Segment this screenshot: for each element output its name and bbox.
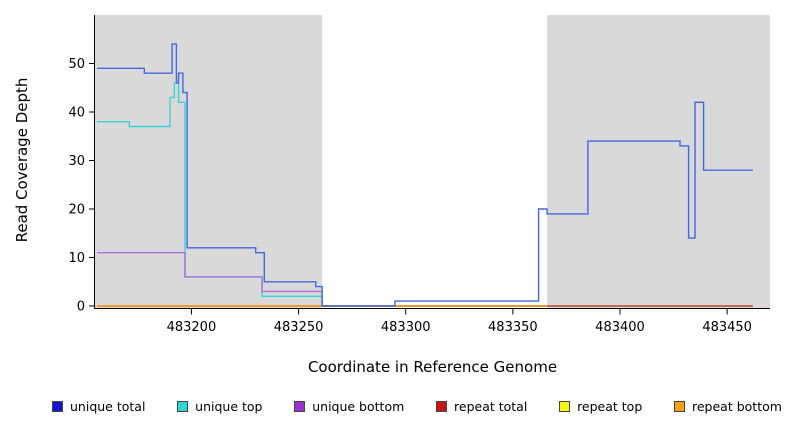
x-tick-label: 483350 <box>488 320 538 335</box>
y-tick-label: 50 <box>68 57 85 72</box>
y-tick-label: 20 <box>68 203 85 218</box>
legend-label: unique bottom <box>312 399 405 414</box>
x-axis-label: Coordinate in Reference Genome <box>307 358 558 376</box>
x-tick-label: 483200 <box>167 320 217 335</box>
legend-swatch-unique-top <box>177 401 189 412</box>
legend-label: repeat total <box>454 399 528 414</box>
legend-swatch-repeat-bottom <box>674 401 685 412</box>
x-tick-label: 483250 <box>274 320 324 335</box>
x-tick-label: 483300 <box>381 320 431 335</box>
x-tick-label: 483450 <box>702 320 752 335</box>
legend-swatch-unique-total <box>52 401 63 412</box>
series-line-unique-total <box>97 43 753 307</box>
legend-item-repeat-top: repeat top <box>559 399 642 414</box>
legend-swatch-repeat-top <box>559 401 571 412</box>
coverage-plot: 0 10 20 30 40 50 483200 483250 483300 483350 48340… <box>68 15 770 335</box>
y-tick-label: 40 <box>68 106 85 121</box>
legend-item-unique-top: unique top <box>177 399 262 414</box>
legend-item-repeat-bottom: repeat bottom <box>674 399 782 414</box>
legend-label: repeat bottom <box>692 399 782 414</box>
series-line-unique-top <box>97 82 753 307</box>
legend-swatch-unique-bottom <box>294 401 306 412</box>
x-tick-label: 483400 <box>595 320 645 335</box>
y-tick-label: 30 <box>68 154 85 169</box>
legend-label: repeat top <box>577 399 643 414</box>
y-axis-label: Read Coverage Depth <box>13 77 31 243</box>
legend: unique total unique top unique bottom repea… <box>52 399 782 414</box>
legend-item-repeat-total: repeat total <box>436 399 527 414</box>
legend-label: unique top <box>195 399 263 414</box>
repeat-region-shade <box>547 15 770 308</box>
legend-swatch-repeat-total <box>436 401 448 412</box>
legend-label: unique total <box>70 399 146 414</box>
repeat-region-shade <box>95 15 323 308</box>
legend-item-unique-bottom: unique bottom <box>294 399 404 414</box>
legend-item-unique-total: unique total <box>52 399 145 414</box>
y-tick-label: 0 <box>77 300 85 315</box>
y-tick-label: 10 <box>68 251 85 266</box>
